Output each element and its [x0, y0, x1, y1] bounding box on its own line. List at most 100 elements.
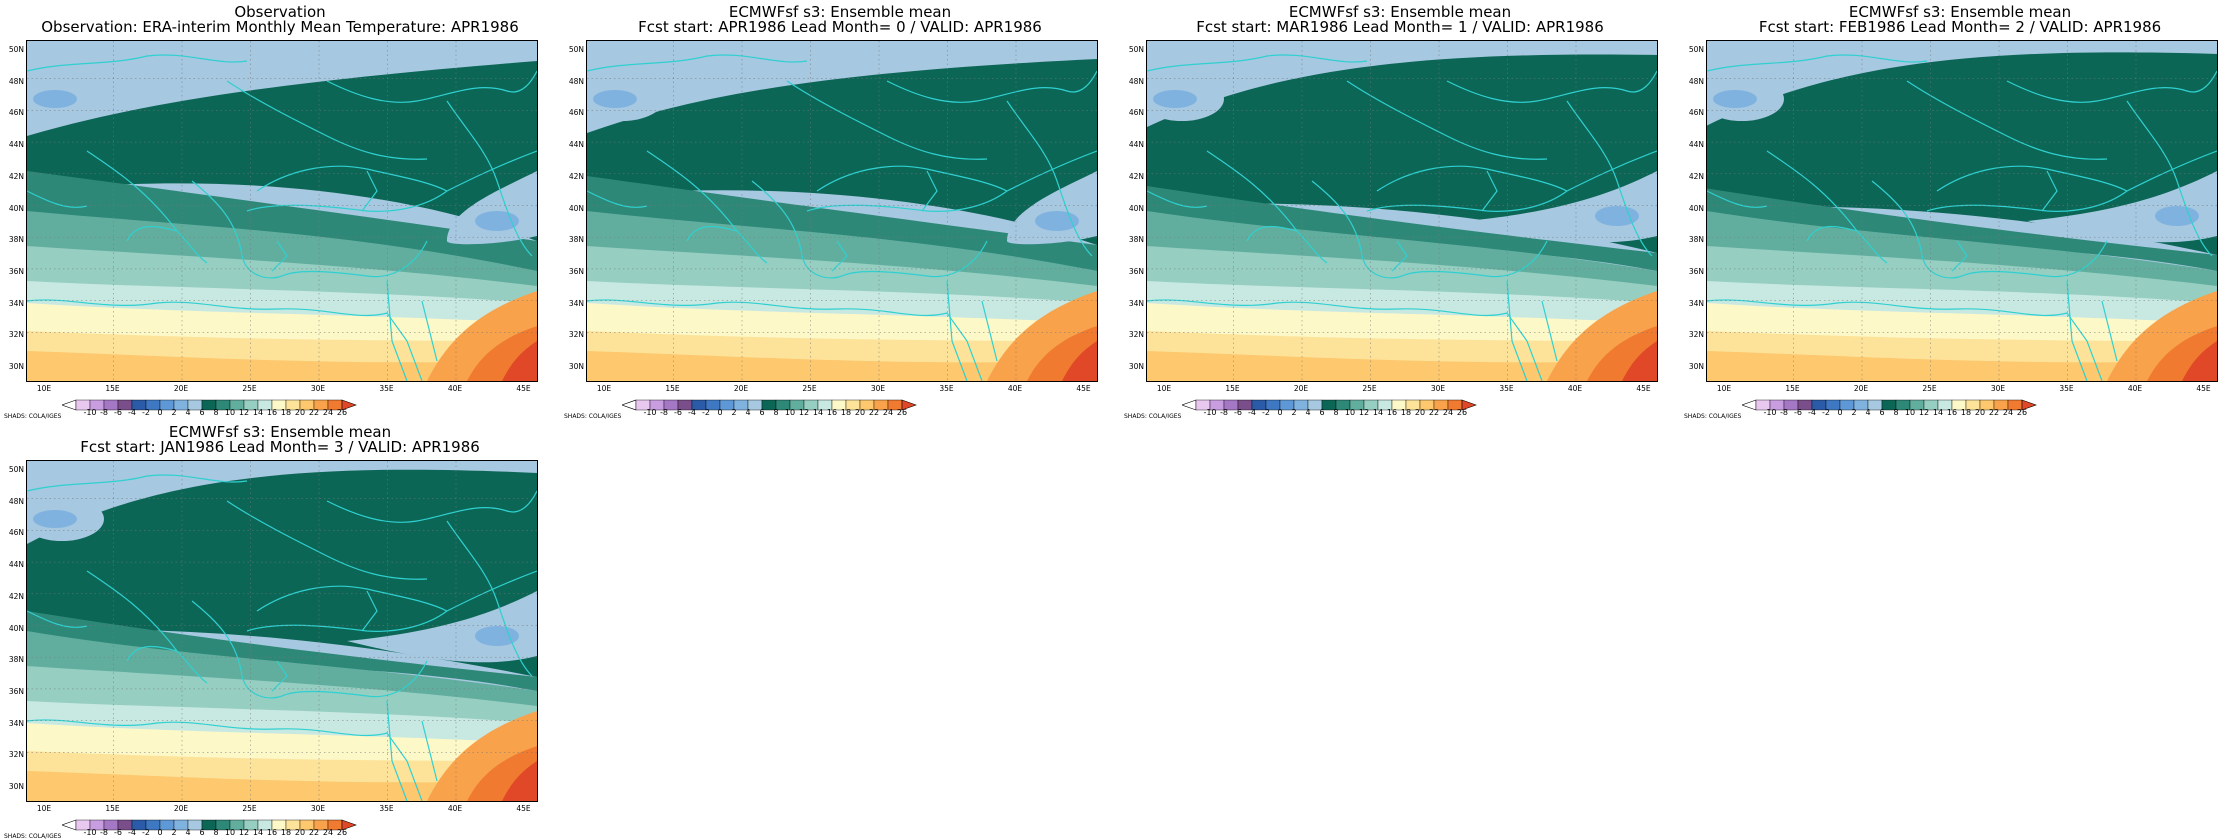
- contour-band: [587, 351, 1097, 381]
- lon-tick-label: 45E: [2196, 384, 2211, 393]
- lat-tick-label: 38N: [8, 655, 24, 665]
- contour-band: [1713, 90, 1757, 108]
- lat-tick-label: 46N: [8, 108, 24, 118]
- colorbar-high-arrow: [341, 819, 357, 831]
- lat-tick-label: 36N: [568, 266, 584, 276]
- colorbar-tick-label: 8: [213, 408, 219, 417]
- panel-title: Observation: [234, 3, 326, 21]
- lon-tick-label: 45E: [516, 384, 531, 393]
- lon-tick-label: 20E: [1293, 384, 1309, 393]
- contour-band: [1622, 341, 1657, 381]
- colorbar-tick-label: -6: [114, 408, 122, 417]
- lat-tick-label: 32N: [8, 330, 24, 340]
- colorbar-tick-label: 12: [1358, 408, 1370, 417]
- lon-tick-label: 35E: [939, 384, 954, 393]
- lat-tick-label: 44N: [8, 140, 24, 150]
- panel-subtitle: Fcst start: APR1986 Lead Month= 0 / VALI…: [638, 18, 1042, 36]
- lon-tick-label: 10E: [36, 384, 52, 393]
- lon-tick-label: 10E: [1716, 384, 1732, 393]
- lat-tick-label: 44N: [1688, 140, 1704, 150]
- colorbar-low-arrow: [1181, 399, 1197, 411]
- colorbar-tick-label: 24: [2002, 408, 2014, 417]
- map-panel-lead2: ECMWFsf s3: Ensemble mean Fcst start: FE…: [1680, 0, 2240, 420]
- colorbar-tick-label: 8: [773, 408, 779, 417]
- lat-tick-label: 50N: [1688, 45, 1704, 54]
- colorbar-tick-label: 24: [322, 828, 334, 837]
- colorbar: [1741, 396, 2056, 415]
- colorbar-high-arrow: [341, 399, 357, 411]
- colorbar-tick-label: 26: [896, 408, 908, 417]
- colorbar-tick-label: 22: [308, 408, 320, 417]
- lon-tick-label: 20E: [173, 384, 189, 393]
- colorbar-tick-label: -2: [1262, 408, 1270, 417]
- panel-title: ECMWFsf s3: Ensemble mean: [1288, 3, 1512, 21]
- contour-band: [33, 90, 77, 108]
- colorbar-tick-label: -4: [688, 408, 696, 417]
- lat-tick-label: 40N: [8, 203, 24, 213]
- lat-tick-label: 44N: [1128, 140, 1144, 150]
- lon-tick-label: 30E: [310, 804, 326, 813]
- colorbar-low-arrow: [61, 819, 77, 831]
- colorbar-tick-label: 2: [171, 828, 177, 837]
- colorbar-tick-label: -8: [1220, 408, 1228, 417]
- lat-tick-label: 50N: [8, 465, 24, 474]
- colorbar-tick-label: 12: [1918, 408, 1930, 417]
- colorbar-tick-label: -2: [702, 408, 710, 417]
- lon-tick-label: 10E: [1156, 384, 1172, 393]
- colorbar-tick-label: 6: [1879, 408, 1885, 417]
- colorbar-tick-label: 22: [308, 828, 320, 837]
- colorbar-tick-label: 8: [1333, 408, 1339, 417]
- colorbar-tick-label: 6: [199, 828, 205, 837]
- colorbar-tick-label: 0: [717, 408, 723, 417]
- lat-tick-label: 46N: [568, 108, 584, 118]
- colorbar-high-arrow: [1461, 399, 1477, 411]
- colorbar-tick-label: 24: [882, 408, 894, 417]
- panel-title: ECMWFsf s3: Ensemble mean: [1848, 3, 2072, 21]
- lon-tick-label: 20E: [1853, 384, 1869, 393]
- temperature-map: [586, 40, 1098, 382]
- colorbar-tick-label: 4: [1305, 408, 1311, 417]
- lat-tick-label: 44N: [8, 560, 24, 570]
- contour-band: [27, 351, 537, 381]
- lat-tick-label: 46N: [8, 528, 24, 538]
- colorbar-tick-label: 20: [294, 408, 306, 417]
- contour-band: [1707, 351, 2217, 381]
- panel-subtitle: Fcst start: MAR1986 Lead Month= 1 / VALI…: [1196, 18, 1604, 36]
- lon-tick-label: 45E: [1076, 384, 1091, 393]
- colorbar-tick-label: -4: [128, 408, 136, 417]
- lat-tick-label: 46N: [1128, 108, 1144, 118]
- lon-tick-label: 25E: [242, 804, 257, 813]
- coastlines: [1707, 54, 2217, 381]
- lat-tick-label: 30N: [8, 782, 24, 791]
- colorbar-tick-label: 4: [1865, 408, 1871, 417]
- lat-tick-label: 40N: [568, 203, 584, 213]
- lon-tick-label: 30E: [310, 384, 326, 393]
- lat-tick-label: 34N: [8, 718, 24, 728]
- colorbar-tick-label: 14: [1932, 408, 1944, 417]
- colorbar-tick-label: 10: [1904, 408, 1916, 417]
- colorbar-tick-label: 0: [1837, 408, 1843, 417]
- colorbar-tick-label: 22: [1988, 408, 2000, 417]
- colorbar-tick-label: 16: [1946, 408, 1958, 417]
- colorbar-low-arrow: [1741, 399, 1757, 411]
- temperature-map: [26, 460, 538, 802]
- lat-tick-label: 42N: [1688, 171, 1704, 181]
- colorbar-tick-label: -10: [83, 828, 97, 837]
- colorbar-tick-label: 4: [185, 828, 191, 837]
- lat-tick-label: 30N: [568, 362, 584, 371]
- map-panel-lead0: ECMWFsf s3: Ensemble mean Fcst start: AP…: [560, 0, 1120, 420]
- colorbar-tick-label: 6: [1319, 408, 1325, 417]
- lat-tick-label: 34N: [1688, 298, 1704, 308]
- colorbar-tick-label: 18: [1960, 408, 1972, 417]
- contour-band: [1153, 90, 1197, 108]
- colorbar-tick-label: -8: [1780, 408, 1788, 417]
- lon-tick-label: 40E: [447, 804, 463, 813]
- map-panel-obs: Observation Observation: ERA-interim Mon…: [0, 0, 560, 420]
- lon-tick-label: 15E: [105, 804, 120, 813]
- coastlines: [587, 54, 1097, 381]
- lat-tick-label: 42N: [8, 171, 24, 181]
- map-panel-lead1: ECMWFsf s3: Ensemble mean Fcst start: MA…: [1120, 0, 1680, 420]
- lon-tick-label: 25E: [242, 384, 257, 393]
- colorbar-tick-label: 2: [1851, 408, 1857, 417]
- colorbar-tick-label: 14: [252, 828, 264, 837]
